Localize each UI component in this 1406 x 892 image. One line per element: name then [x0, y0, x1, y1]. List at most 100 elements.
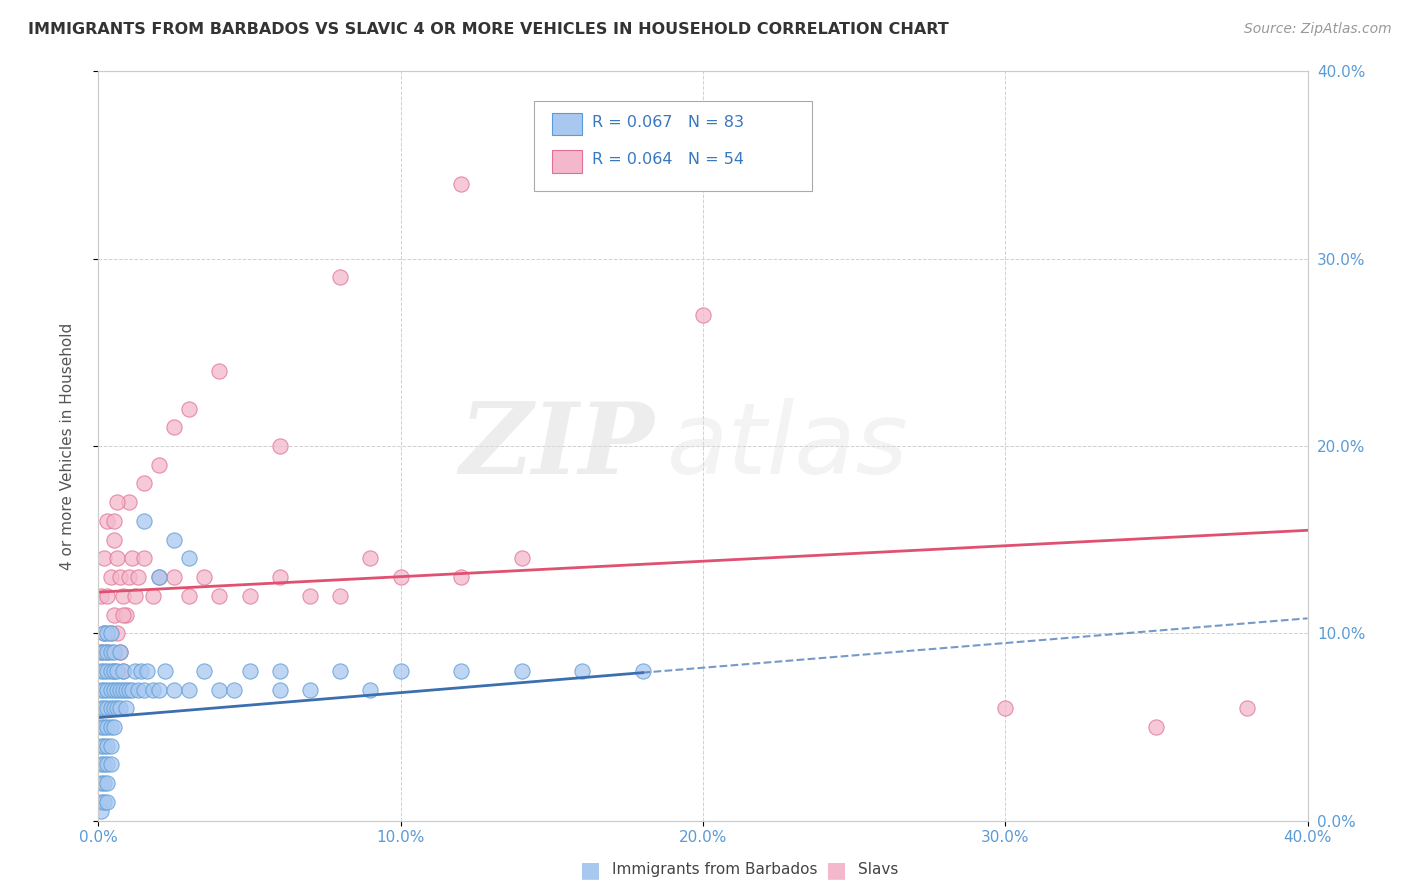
- Point: [103, 514, 125, 528]
- Point: [93, 757, 115, 772]
- Point: [994, 701, 1017, 715]
- Point: [208, 589, 231, 603]
- Point: [148, 570, 170, 584]
- Point: [163, 533, 186, 547]
- Point: [90, 739, 112, 753]
- Point: [93, 795, 115, 809]
- Point: [389, 570, 412, 584]
- Point: [163, 570, 186, 584]
- Point: [329, 664, 352, 678]
- Point: [96, 795, 118, 809]
- Point: [105, 682, 128, 697]
- Point: [90, 757, 112, 772]
- Point: [96, 757, 118, 772]
- FancyBboxPatch shape: [551, 112, 582, 135]
- Point: [127, 570, 149, 584]
- Point: [132, 551, 155, 566]
- Point: [100, 626, 122, 640]
- Point: [239, 664, 262, 678]
- Point: [118, 682, 141, 697]
- Point: [100, 645, 122, 659]
- Point: [96, 664, 118, 678]
- Text: ZIP: ZIP: [460, 398, 655, 494]
- Point: [239, 589, 262, 603]
- Point: [148, 682, 170, 697]
- Point: [179, 589, 201, 603]
- FancyBboxPatch shape: [551, 150, 582, 172]
- Point: [100, 682, 122, 697]
- Point: [96, 720, 118, 734]
- Point: [103, 664, 125, 678]
- Point: [90, 664, 112, 678]
- Point: [124, 589, 146, 603]
- Point: [105, 551, 128, 566]
- Point: [142, 589, 165, 603]
- Point: [389, 664, 412, 678]
- Point: [571, 664, 593, 678]
- Point: [100, 626, 122, 640]
- Point: [90, 645, 112, 659]
- Point: [360, 682, 382, 697]
- Point: [121, 682, 143, 697]
- Point: [450, 570, 472, 584]
- Point: [692, 308, 714, 322]
- Point: [114, 607, 136, 622]
- Point: [100, 720, 122, 734]
- Point: [129, 664, 152, 678]
- Point: [96, 739, 118, 753]
- Point: [93, 664, 115, 678]
- Point: [193, 664, 215, 678]
- Point: [90, 701, 112, 715]
- Point: [1236, 701, 1258, 715]
- Point: [127, 682, 149, 697]
- Point: [132, 514, 155, 528]
- Point: [111, 664, 134, 678]
- Point: [96, 682, 118, 697]
- Point: [96, 589, 118, 603]
- Text: Slavs: Slavs: [858, 863, 898, 877]
- Point: [93, 701, 115, 715]
- Point: [114, 701, 136, 715]
- Point: [103, 701, 125, 715]
- Point: [111, 664, 134, 678]
- Point: [450, 177, 472, 191]
- Point: [179, 551, 201, 566]
- Point: [93, 720, 115, 734]
- Point: [105, 626, 128, 640]
- Point: [360, 551, 382, 566]
- Text: Immigrants from Barbados: Immigrants from Barbados: [612, 863, 817, 877]
- Point: [90, 805, 112, 819]
- Point: [208, 682, 231, 697]
- Point: [1144, 720, 1167, 734]
- Point: [111, 607, 134, 622]
- Point: [450, 664, 472, 678]
- Point: [269, 439, 291, 453]
- Point: [208, 364, 231, 378]
- Point: [103, 645, 125, 659]
- Point: [93, 739, 115, 753]
- Point: [93, 682, 115, 697]
- Point: [329, 589, 352, 603]
- Point: [108, 645, 131, 659]
- Point: [269, 682, 291, 697]
- Point: [510, 551, 533, 566]
- Point: [148, 570, 170, 584]
- Y-axis label: 4 or more Vehicles in Household: 4 or more Vehicles in Household: [60, 322, 75, 570]
- Point: [124, 664, 146, 678]
- Point: [96, 626, 118, 640]
- Point: [179, 682, 201, 697]
- Point: [510, 664, 533, 678]
- Point: [103, 607, 125, 622]
- Point: [135, 664, 157, 678]
- Point: [93, 626, 115, 640]
- Point: [108, 570, 131, 584]
- Point: [163, 682, 186, 697]
- Point: [118, 495, 141, 509]
- Point: [103, 664, 125, 678]
- Point: [93, 645, 115, 659]
- Point: [329, 270, 352, 285]
- Text: IMMIGRANTS FROM BARBADOS VS SLAVIC 4 OR MORE VEHICLES IN HOUSEHOLD CORRELATION C: IMMIGRANTS FROM BARBADOS VS SLAVIC 4 OR …: [28, 22, 949, 37]
- Point: [105, 495, 128, 509]
- Point: [93, 776, 115, 790]
- Point: [100, 739, 122, 753]
